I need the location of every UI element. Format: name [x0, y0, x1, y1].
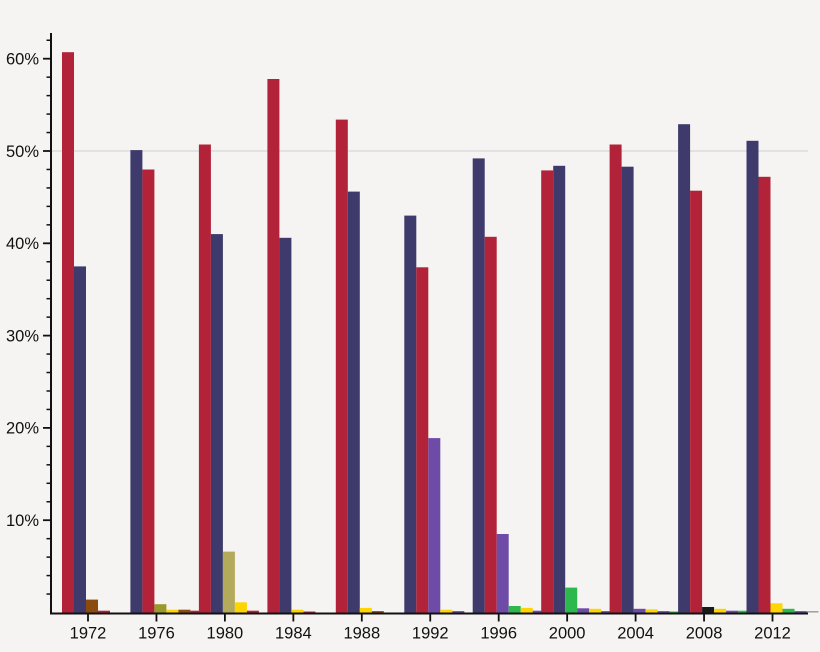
bar-1980-1 — [198, 144, 211, 613]
bar-1972-2 — [74, 266, 86, 613]
bar-2012-5 — [794, 611, 807, 613]
x-tick-label-1988: 1988 — [343, 625, 380, 643]
bar-1992-5 — [452, 611, 465, 613]
y-tick-label-50: 50% — [6, 143, 39, 161]
bar-1980-3 — [222, 551, 235, 613]
bar-1980-5 — [246, 610, 259, 613]
bar-2008-2 — [690, 190, 703, 613]
x-tick-label-2012: 2012 — [754, 625, 791, 643]
bar-2004-4 — [645, 609, 658, 613]
bar-1992-1 — [404, 215, 417, 613]
bar-1996-5 — [520, 607, 533, 613]
x-tick-label-1984: 1984 — [275, 625, 312, 643]
bar-2000-3 — [565, 587, 578, 613]
bar-1988-2 — [347, 191, 360, 613]
bar-1976-5 — [178, 609, 191, 613]
bar-1972-1 — [62, 52, 74, 613]
bar-2012-2 — [758, 176, 771, 613]
bar-1980-4 — [234, 602, 247, 613]
bar-1976-4 — [166, 609, 179, 613]
bar-2008-4 — [714, 608, 727, 613]
bar-2004-2 — [621, 166, 634, 613]
x-tick-label-1992: 1992 — [412, 625, 449, 643]
bar-1988-1 — [335, 119, 348, 613]
bar-2008-1 — [678, 124, 691, 613]
y-tick-label-40: 40% — [6, 235, 39, 253]
bar-1984-4 — [303, 611, 316, 613]
bar-2004-3 — [633, 608, 646, 613]
bar-1984-2 — [279, 237, 292, 613]
x-tick-label-2000: 2000 — [549, 625, 586, 643]
bar-1996-1 — [472, 158, 485, 613]
bar-2004-1 — [609, 144, 622, 613]
bar-1992-2 — [416, 267, 429, 613]
bar-2000-4 — [577, 608, 590, 613]
bar-2000-5 — [589, 608, 602, 613]
bar-1992-3 — [428, 438, 441, 613]
y-tick-label-20: 20% — [6, 420, 39, 438]
bar-2012-6 — [806, 611, 819, 613]
bar-1992-4 — [440, 609, 453, 613]
y-tick-label-60: 60% — [6, 50, 39, 68]
bar-1976-1 — [130, 150, 143, 613]
bar-2012-4 — [782, 608, 795, 613]
bar-2004-6 — [669, 611, 682, 613]
bar-1976-6 — [190, 610, 203, 613]
bar-2000-6 — [601, 611, 614, 613]
bar-1996-4 — [508, 606, 521, 613]
bar-1972-4 — [98, 610, 110, 613]
bar-2008-3 — [702, 607, 715, 613]
bar-1996-3 — [496, 534, 509, 613]
bar-1984-1 — [267, 79, 280, 613]
x-tick-label-1976: 1976 — [138, 625, 175, 643]
x-tick-label-1980: 1980 — [207, 625, 244, 643]
x-tick-label-2008: 2008 — [686, 625, 723, 643]
bar-1984-3 — [291, 609, 304, 613]
x-tick-label-1972: 1972 — [70, 625, 107, 643]
bar-2008-5 — [726, 610, 739, 613]
bar-2008-6 — [738, 610, 751, 613]
bar-2004-5 — [657, 611, 670, 613]
bar-1976-2 — [142, 169, 155, 613]
bar-1988-3 — [359, 607, 372, 613]
bar-1976-3 — [154, 604, 167, 613]
bar-1980-2 — [210, 234, 223, 613]
y-tick-label-30: 30% — [6, 327, 39, 345]
bar-2012-3 — [770, 603, 783, 613]
bar-1972-3 — [86, 599, 98, 613]
bar-1996-2 — [484, 236, 497, 613]
x-tick-label-2004: 2004 — [617, 625, 654, 643]
bar-2000-1 — [541, 170, 554, 613]
y-tick-label-10: 10% — [6, 512, 39, 530]
bar-2012-1 — [746, 140, 759, 613]
bar-1996-6 — [532, 610, 545, 613]
bar-2000-2 — [553, 165, 566, 613]
bar-1988-4 — [371, 611, 384, 613]
x-tick-label-1996: 1996 — [480, 625, 517, 643]
